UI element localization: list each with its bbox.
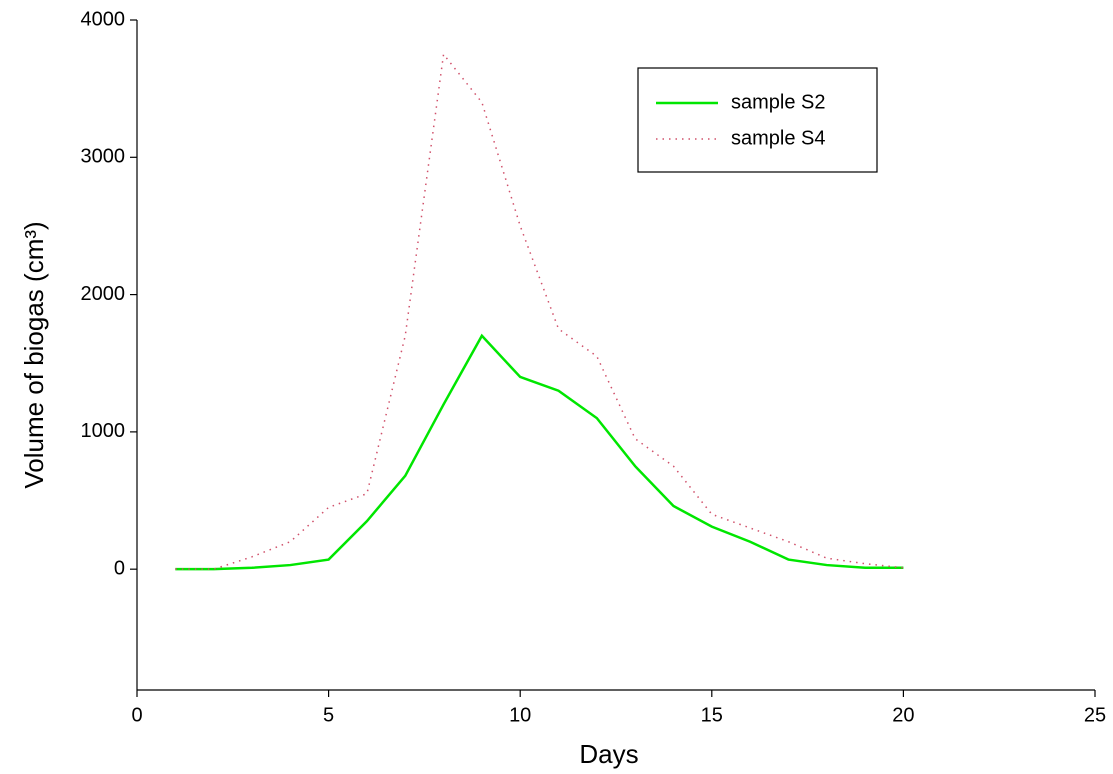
series-line xyxy=(175,333,904,571)
legend-label: sample S2 xyxy=(731,91,826,113)
y-tick-label: 2000 xyxy=(81,283,126,305)
legend-label: sample S4 xyxy=(731,127,826,149)
legend-box xyxy=(637,67,878,173)
y-tick-label: 3000 xyxy=(81,146,126,168)
x-tick-label: 20 xyxy=(892,704,914,726)
x-axis-title: Days xyxy=(579,739,638,769)
x-tick-label: 5 xyxy=(323,704,334,726)
x-tick-label: 15 xyxy=(701,704,723,726)
series-line xyxy=(175,52,904,570)
x-tick-label: 10 xyxy=(509,704,531,726)
y-tick-label: 1000 xyxy=(81,420,126,442)
x-tick-label: 25 xyxy=(1084,704,1106,726)
y-tick-label: 0 xyxy=(114,557,125,579)
y-tick-label: 4000 xyxy=(81,8,126,30)
x-tick-label: 0 xyxy=(131,704,142,726)
y-axis-title: Volume of biogas (cm³) xyxy=(19,221,49,488)
